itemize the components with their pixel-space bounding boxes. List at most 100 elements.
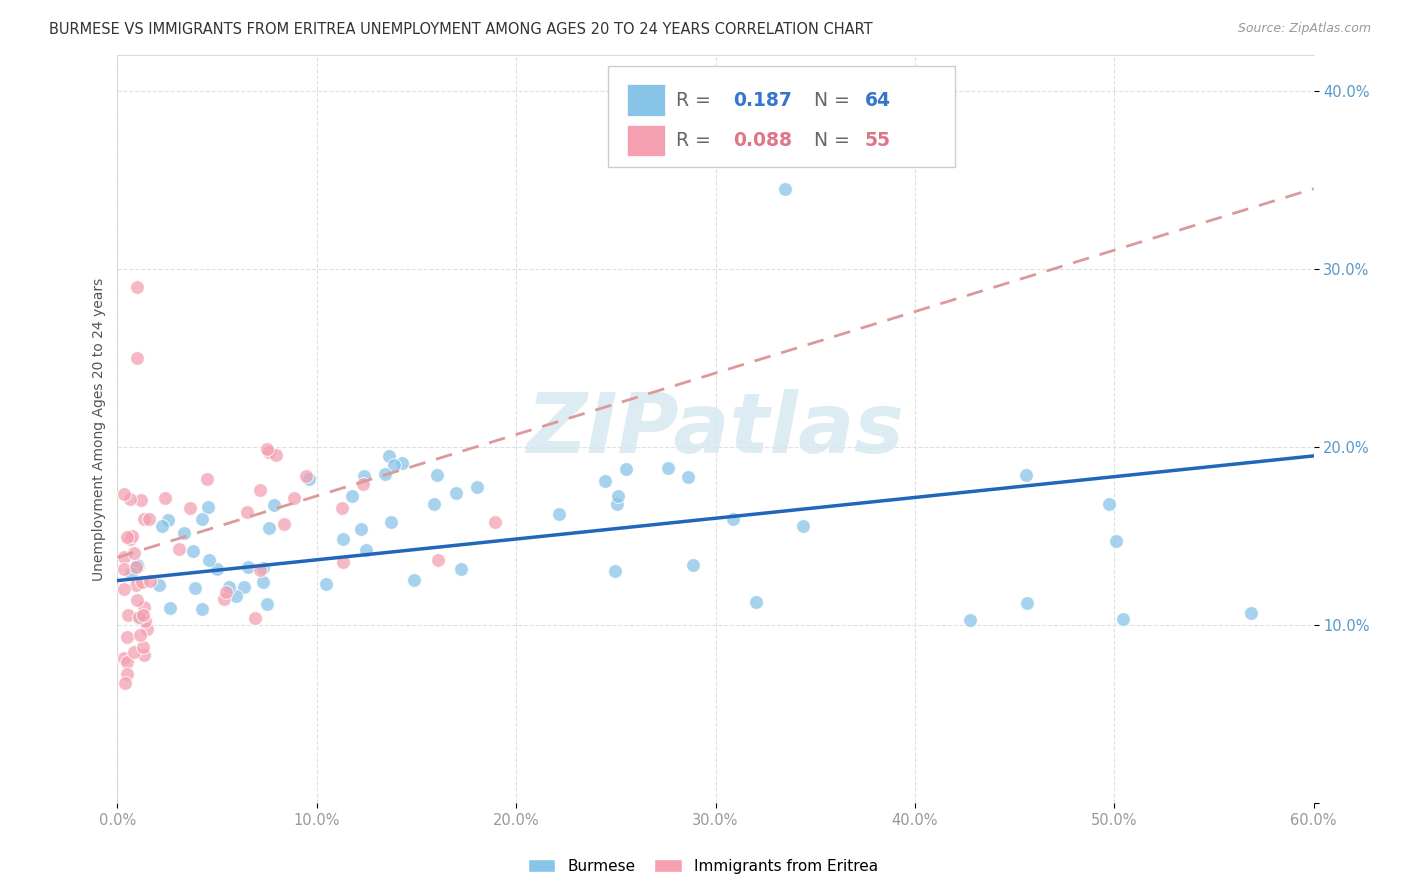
Point (132, 599, 155, 614)
Point (330, 500, 353, 515)
Point (603, 564, 626, 578)
Point (215, 584, 238, 599)
Point (197, 500, 219, 515)
Point (127, 559, 149, 574)
Point (792, 518, 814, 533)
Point (167, 542, 190, 557)
Point (132, 607, 155, 622)
Point (1017, 596, 1039, 610)
Point (112, 582, 135, 596)
Point (775, 182, 797, 196)
Point (426, 468, 449, 483)
Point (243, 611, 266, 625)
Point (283, 491, 305, 506)
Point (252, 575, 274, 590)
Point (159, 601, 181, 615)
Point (426, 553, 449, 567)
Point (138, 512, 160, 526)
Point (1015, 468, 1038, 483)
Point (191, 512, 214, 526)
FancyBboxPatch shape (607, 66, 955, 168)
Text: N =: N = (801, 90, 855, 110)
Text: R =: R = (676, 131, 717, 150)
Point (467, 480, 489, 494)
Point (1105, 533, 1128, 548)
Point (127, 351, 149, 365)
Point (195, 472, 218, 486)
Point (378, 449, 401, 463)
Point (114, 676, 136, 690)
Point (112, 650, 135, 665)
Point (332, 555, 354, 569)
Point (236, 505, 259, 519)
Point (135, 622, 157, 636)
Point (391, 456, 413, 470)
Point (131, 574, 153, 589)
Point (249, 483, 271, 497)
Point (657, 461, 679, 475)
Point (340, 489, 363, 503)
Text: 55: 55 (865, 131, 891, 150)
Point (350, 522, 373, 536)
Point (252, 560, 274, 574)
Point (212, 591, 235, 606)
Point (1098, 497, 1121, 511)
Point (606, 497, 628, 511)
Point (423, 497, 446, 511)
Point (198, 553, 221, 567)
Point (117, 608, 139, 623)
Point (380, 515, 402, 529)
Point (548, 507, 571, 521)
Legend: Burmese, Immigrants from Eritrea: Burmese, Immigrants from Eritrea (522, 853, 884, 880)
Point (132, 640, 155, 654)
Point (352, 477, 374, 491)
Text: ZIPatlas: ZIPatlas (527, 389, 904, 470)
Point (745, 595, 768, 609)
Point (122, 645, 145, 659)
Point (118, 532, 141, 546)
Point (114, 550, 136, 565)
Point (134, 648, 156, 663)
Point (959, 613, 981, 627)
FancyBboxPatch shape (627, 85, 665, 116)
Point (117, 655, 139, 669)
Point (593, 474, 616, 488)
Point (127, 558, 149, 572)
Point (273, 517, 295, 532)
Point (607, 489, 630, 503)
Point (117, 666, 139, 681)
Point (1239, 606, 1261, 620)
Point (156, 513, 179, 527)
Point (256, 442, 278, 456)
Point (129, 628, 152, 642)
Point (179, 501, 201, 516)
Text: 0.088: 0.088 (734, 131, 793, 150)
Point (153, 491, 176, 506)
Point (218, 580, 240, 594)
Point (128, 611, 150, 625)
Point (112, 562, 135, 576)
Point (257, 444, 280, 458)
Point (148, 577, 170, 591)
Point (233, 580, 256, 594)
Point (132, 512, 155, 526)
Text: N =: N = (801, 131, 855, 150)
Point (121, 528, 143, 542)
Point (1112, 612, 1135, 626)
Point (374, 467, 396, 481)
Point (682, 558, 704, 572)
Point (264, 448, 287, 462)
Point (225, 589, 247, 603)
Point (236, 560, 259, 574)
Point (129, 493, 152, 508)
Point (249, 563, 271, 577)
Point (446, 486, 468, 500)
Point (259, 521, 281, 535)
Point (122, 546, 145, 560)
Point (298, 472, 321, 486)
Point (150, 518, 173, 533)
Point (120, 566, 142, 581)
FancyBboxPatch shape (627, 125, 665, 156)
Point (181, 544, 204, 558)
Point (263, 498, 285, 512)
